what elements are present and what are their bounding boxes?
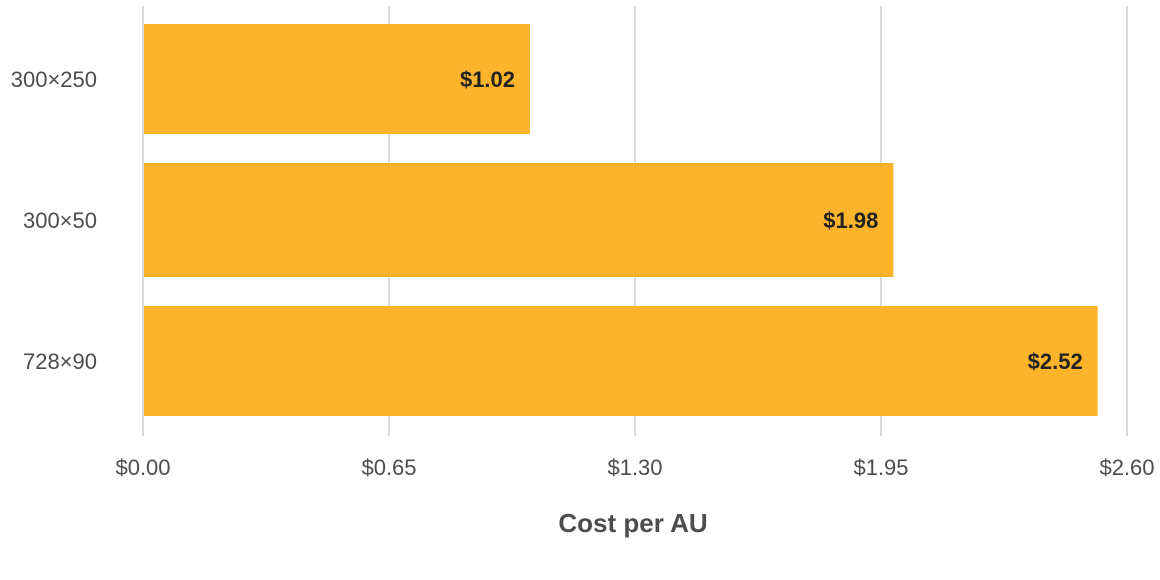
- bar-value-label: $1.98: [823, 208, 878, 233]
- bars: $1.02 $1.98 $2.52: [144, 24, 1098, 416]
- x-tick-label: $1.95: [853, 455, 908, 480]
- bar-value-label: $1.02: [460, 67, 515, 92]
- category-labels: 300×250 300×50 728×90: [11, 67, 97, 374]
- category-label: 728×90: [23, 349, 97, 374]
- category-label: 300×250: [11, 67, 97, 92]
- bar-value-label: $2.52: [1028, 349, 1083, 374]
- x-tick-label: $0.65: [361, 455, 416, 480]
- x-axis-title: Cost per AU: [558, 508, 707, 538]
- x-tick-label: $1.30: [607, 455, 662, 480]
- x-tick-label: $0.00: [115, 455, 170, 480]
- x-tick-labels: $0.00 $0.65 $1.30 $1.95 $2.60: [115, 455, 1154, 480]
- x-tick-label: $2.60: [1099, 455, 1154, 480]
- bar: [144, 163, 894, 277]
- category-label: 300×50: [23, 208, 97, 233]
- bar: [144, 24, 531, 134]
- bar: [144, 306, 1098, 416]
